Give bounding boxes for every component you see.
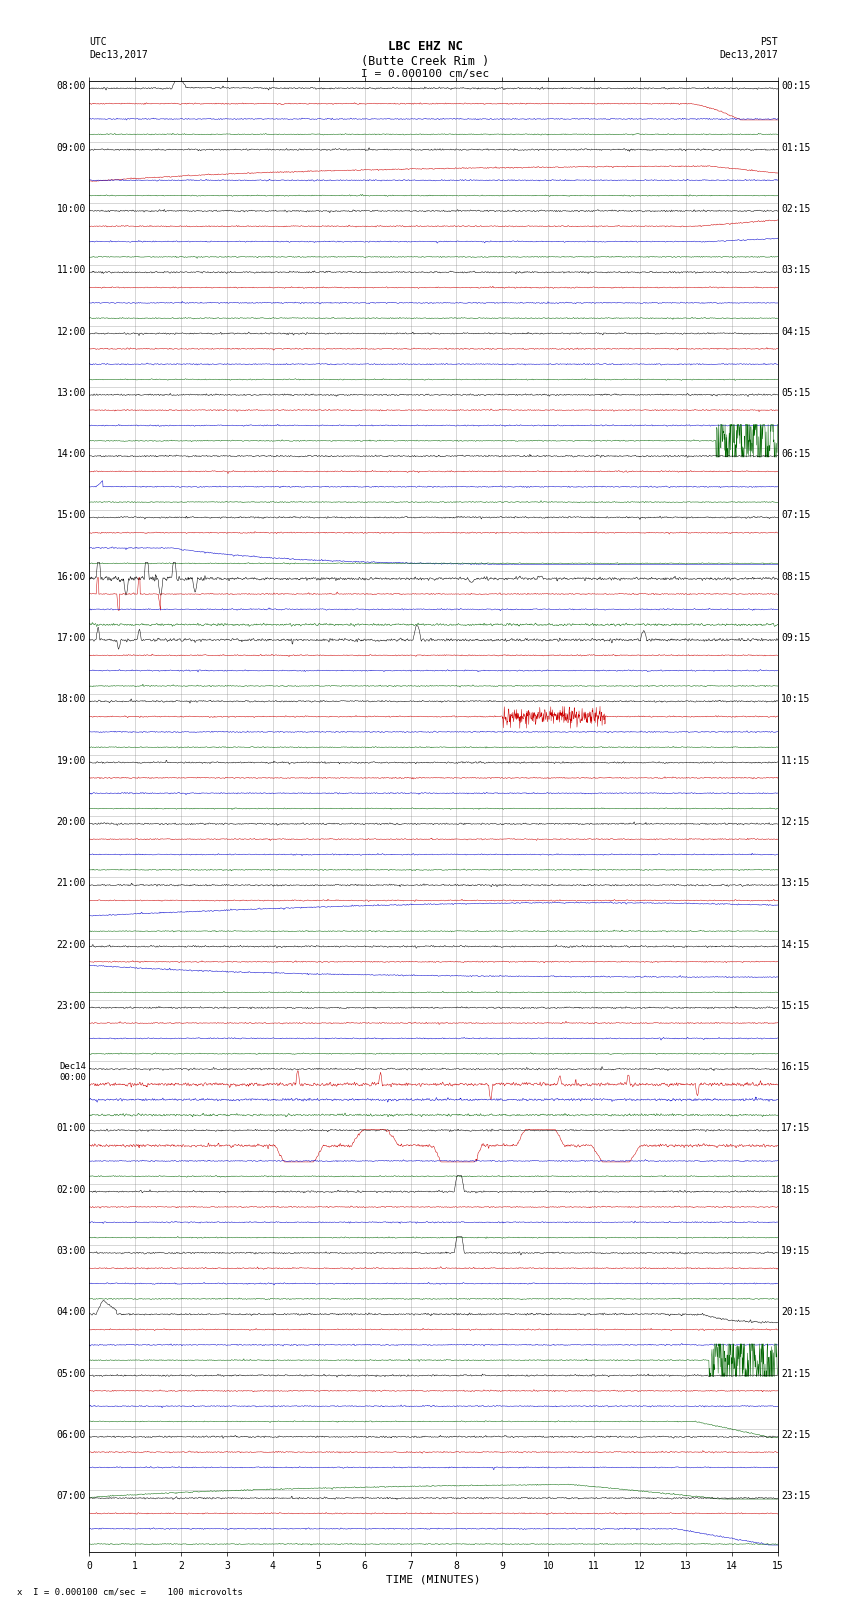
Text: 23:15: 23:15	[781, 1490, 811, 1502]
Text: 03:00: 03:00	[56, 1245, 86, 1257]
Text: 07:00: 07:00	[56, 1490, 86, 1502]
Text: 13:00: 13:00	[56, 387, 86, 398]
Text: 17:15: 17:15	[781, 1123, 811, 1134]
Text: 13:15: 13:15	[781, 877, 811, 889]
Text: 10:00: 10:00	[56, 203, 86, 215]
Text: 12:15: 12:15	[781, 816, 811, 827]
Text: 20:15: 20:15	[781, 1307, 811, 1318]
Text: PST: PST	[760, 37, 778, 47]
Text: UTC: UTC	[89, 37, 107, 47]
Text: 09:00: 09:00	[56, 142, 86, 153]
Text: 21:15: 21:15	[781, 1368, 811, 1379]
Text: I = 0.000100 cm/sec: I = 0.000100 cm/sec	[361, 69, 489, 79]
Text: 18:15: 18:15	[781, 1184, 811, 1195]
Text: 14:00: 14:00	[56, 448, 86, 460]
Text: 17:00: 17:00	[56, 632, 86, 644]
Text: 02:15: 02:15	[781, 203, 811, 215]
Text: 09:15: 09:15	[781, 632, 811, 644]
Text: 14:15: 14:15	[781, 939, 811, 950]
Text: 08:00: 08:00	[56, 81, 86, 92]
Text: 18:00: 18:00	[56, 694, 86, 705]
Text: 16:00: 16:00	[56, 571, 86, 582]
Text: 11:15: 11:15	[781, 755, 811, 766]
Text: 01:00: 01:00	[56, 1123, 86, 1134]
Text: 16:15: 16:15	[781, 1061, 811, 1073]
Text: 00:15: 00:15	[781, 81, 811, 92]
Text: 06:15: 06:15	[781, 448, 811, 460]
Text: 15:15: 15:15	[781, 1000, 811, 1011]
Text: 07:15: 07:15	[781, 510, 811, 521]
Text: 01:15: 01:15	[781, 142, 811, 153]
Text: 06:00: 06:00	[56, 1429, 86, 1440]
X-axis label: TIME (MINUTES): TIME (MINUTES)	[386, 1574, 481, 1586]
Text: 22:00: 22:00	[56, 939, 86, 950]
Text: x  I = 0.000100 cm/sec =    100 microvolts: x I = 0.000100 cm/sec = 100 microvolts	[17, 1587, 243, 1597]
Text: 22:15: 22:15	[781, 1429, 811, 1440]
Text: 10:15: 10:15	[781, 694, 811, 705]
Text: (Butte Creek Rim ): (Butte Creek Rim )	[361, 55, 489, 68]
Text: 04:00: 04:00	[56, 1307, 86, 1318]
Text: 03:15: 03:15	[781, 265, 811, 276]
Text: Dec14
00:00: Dec14 00:00	[59, 1061, 86, 1082]
Text: 08:15: 08:15	[781, 571, 811, 582]
Text: 05:00: 05:00	[56, 1368, 86, 1379]
Text: 20:00: 20:00	[56, 816, 86, 827]
Text: 11:00: 11:00	[56, 265, 86, 276]
Text: 15:00: 15:00	[56, 510, 86, 521]
Text: 21:00: 21:00	[56, 877, 86, 889]
Text: Dec13,2017: Dec13,2017	[89, 50, 148, 60]
Text: 04:15: 04:15	[781, 326, 811, 337]
Text: Dec13,2017: Dec13,2017	[719, 50, 778, 60]
Text: 02:00: 02:00	[56, 1184, 86, 1195]
Text: 12:00: 12:00	[56, 326, 86, 337]
Text: LBC EHZ NC: LBC EHZ NC	[388, 40, 462, 53]
Text: 05:15: 05:15	[781, 387, 811, 398]
Text: 19:15: 19:15	[781, 1245, 811, 1257]
Text: 19:00: 19:00	[56, 755, 86, 766]
Text: 23:00: 23:00	[56, 1000, 86, 1011]
